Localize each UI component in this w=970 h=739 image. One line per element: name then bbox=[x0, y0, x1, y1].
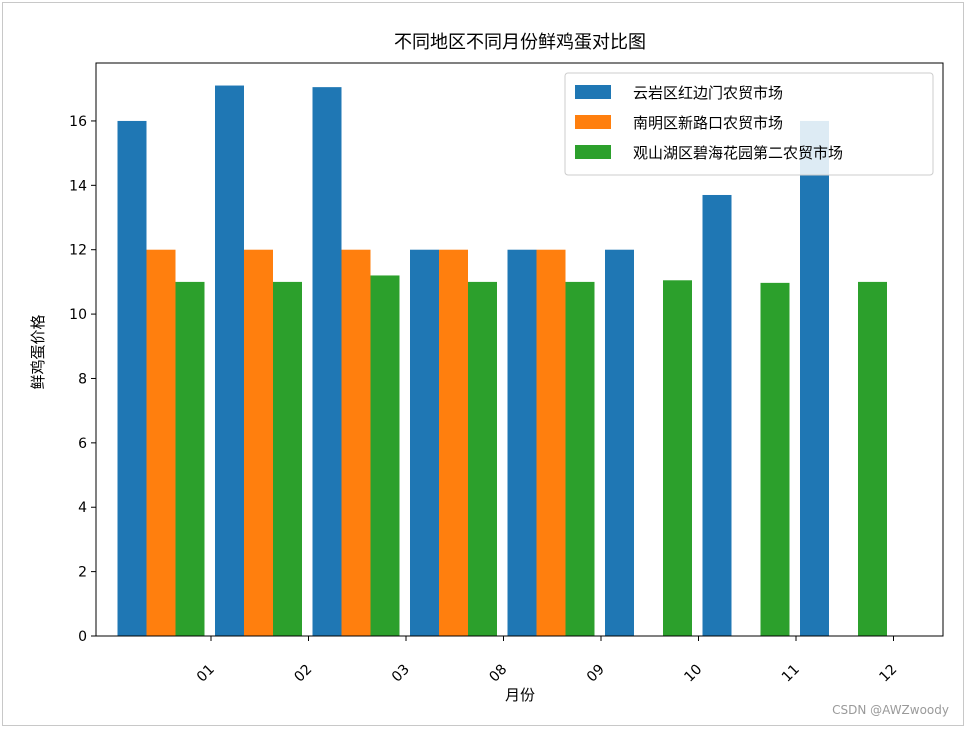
bar-series-1-02 bbox=[244, 249, 273, 636]
bars-layer bbox=[117, 85, 887, 637]
legend-box bbox=[564, 72, 934, 176]
y-axis-label: 鲜鸡蛋价格 bbox=[29, 314, 47, 389]
x-tick-label: 10 bbox=[681, 662, 705, 686]
x-tick-label: 01 bbox=[194, 662, 218, 686]
watermark: CSDN @AWZwoody bbox=[832, 703, 949, 717]
bar-series-0-09 bbox=[507, 249, 537, 636]
y-tick-label: 14 bbox=[69, 178, 87, 194]
x-tick-label: 08 bbox=[486, 662, 510, 686]
y-tick-label: 12 bbox=[69, 243, 87, 259]
plot-area-border bbox=[95, 62, 944, 637]
bar-series-2-08 bbox=[468, 281, 497, 636]
bar-series-2-02 bbox=[273, 281, 302, 636]
bar-series-1-08 bbox=[439, 249, 468, 636]
legend-swatch bbox=[575, 115, 611, 129]
bar-series-0-02 bbox=[215, 85, 244, 637]
bar-series-0-11 bbox=[702, 194, 732, 636]
legend-swatch bbox=[575, 85, 611, 99]
bar-series-2-12 bbox=[858, 281, 887, 636]
x-axis-label: 月份 bbox=[505, 686, 535, 704]
bar-series-0-10 bbox=[605, 249, 634, 636]
y-tick-label: 10 bbox=[69, 307, 87, 323]
bar-series-0-12 bbox=[800, 120, 829, 636]
bar-series-0-01 bbox=[117, 120, 147, 636]
legend-label: 南明区新路口农贸市场 bbox=[633, 114, 783, 132]
x-tick-label: 11 bbox=[779, 662, 803, 686]
figure-frame: 不同地区不同月份鲜鸡蛋对比图 月份 鲜鸡蛋价格 0 2 4 6 8 10 12 14 16 01… bbox=[2, 2, 964, 726]
x-tick-label: 09 bbox=[584, 662, 608, 686]
x-tick-label: 03 bbox=[389, 662, 413, 686]
y-tick-label: 8 bbox=[78, 371, 87, 387]
y-tick-label: 16 bbox=[69, 114, 87, 130]
bar-series-1-03 bbox=[341, 249, 371, 636]
legend-swatch bbox=[575, 145, 611, 159]
legend-label: 观山湖区碧海花园第二农贸市场 bbox=[633, 144, 843, 162]
bar-series-0-08 bbox=[410, 249, 439, 636]
y-axis: 0 2 4 6 8 10 12 14 16 bbox=[69, 114, 96, 645]
bar-series-2-03 bbox=[370, 275, 400, 636]
y-tick-label: 4 bbox=[78, 500, 87, 516]
bar-series-2-01 bbox=[175, 281, 205, 636]
x-tick-label: 02 bbox=[291, 662, 315, 686]
y-tick-label: 0 bbox=[78, 629, 87, 645]
y-tick-label: 6 bbox=[78, 436, 87, 452]
y-tick-label: 2 bbox=[78, 565, 87, 581]
x-axis: 01 02 03 08 09 10 11 12 bbox=[194, 636, 900, 685]
bar-series-2-11 bbox=[760, 282, 790, 636]
bar-series-2-09 bbox=[565, 281, 595, 636]
legend-label: 云岩区红边门农贸市场 bbox=[633, 84, 783, 102]
bar-series-0-03 bbox=[312, 87, 342, 637]
bar-series-1-01 bbox=[146, 249, 176, 636]
bar-series-1-09 bbox=[536, 249, 566, 636]
x-tick-label: 12 bbox=[876, 662, 900, 686]
bar-series-2-10 bbox=[663, 280, 692, 636]
chart-title: 不同地区不同月份鲜鸡蛋对比图 bbox=[394, 32, 646, 53]
